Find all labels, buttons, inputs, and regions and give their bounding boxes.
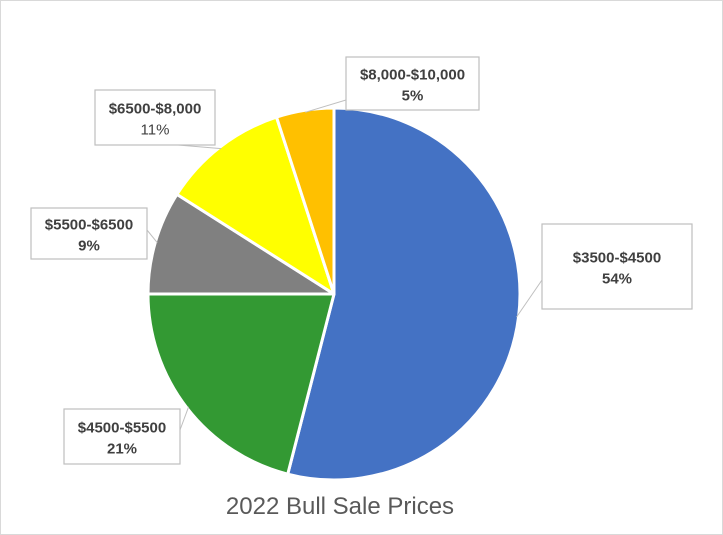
data-label-box [94,89,216,146]
data-label-leader [516,279,543,318]
pie-slices [146,106,522,482]
data-label-category: $4500-$5500 [78,420,166,437]
data-label-leader [179,406,190,431]
data-label-category: $8,000-$10,000 [360,67,465,84]
data-label-percent: 21% [107,441,137,458]
data-label-leader [177,144,222,150]
pie-slice-4 [175,115,336,296]
data-label-percent: 9% [78,238,100,255]
data-label-leader [146,229,158,244]
data-label-category: $5500-$6500 [45,217,133,234]
data-label-category: $3500-$4500 [573,250,661,267]
data-labels: $3500-$4500 54% $4500-$5500 21% $5500-$6500 9… [30,56,693,465]
data-label-1: $3500-$4500 54% [516,223,693,318]
data-label-percent: 54% [602,271,632,288]
pie-slice-5 [275,106,336,296]
data-label-percent: 11% [141,122,170,139]
data-label-3: $5500-$6500 9% [30,207,158,260]
data-label-category: $6500-$8,000 [109,101,202,118]
data-label-box [63,408,181,465]
pie-slice-2 [146,292,336,476]
chart-title: 2022 Bull Sale Prices [226,493,454,520]
data-label-2: $4500-$5500 21% [63,406,190,465]
data-label-percent: 5% [402,88,424,105]
data-label-box [345,56,480,111]
data-label-box [30,207,148,260]
pie-slice-3 [146,192,336,296]
data-label-5: $8,000-$10,000 5% [305,56,480,113]
data-label-4: $6500-$8,000 11% [94,89,222,150]
data-label-leader [305,99,347,113]
pie-slice-1 [286,106,522,482]
data-label-box [541,223,693,310]
